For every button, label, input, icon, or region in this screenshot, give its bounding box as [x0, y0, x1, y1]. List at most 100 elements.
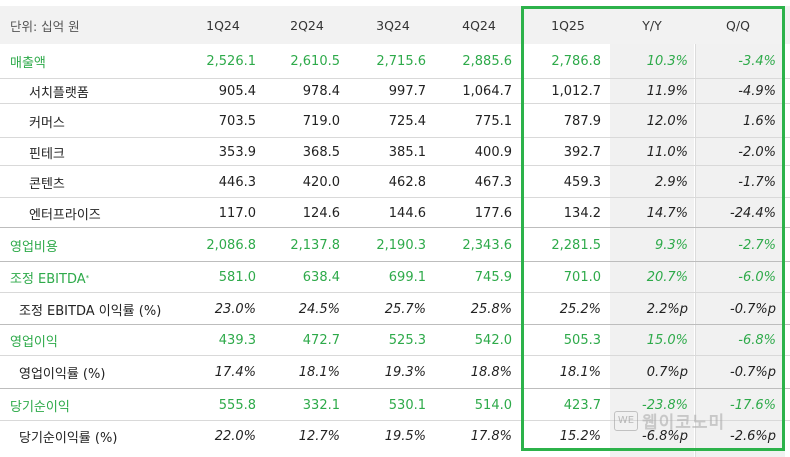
column-divider — [695, 44, 696, 457]
cell-1q24: 353.9 — [218, 144, 256, 160]
cell-2q24: 124.6 — [302, 205, 340, 221]
row-divider — [0, 197, 790, 198]
row-label: 엔터프라이즈 — [29, 198, 101, 228]
row-label-text: 엔터프라이즈 — [29, 207, 101, 223]
cell-4q24: 745.9 — [474, 270, 512, 285]
row-label: 영업이익률 (%) — [19, 356, 105, 389]
cell-2q24: 368.5 — [302, 144, 340, 160]
table-row: 당기순이익 555.8 332.1 530.1 514.0 423.7 -23.8% -17.… — [0, 389, 790, 421]
row-label: 영업비용 — [10, 228, 58, 262]
row-label-text: 영업이익 — [10, 335, 58, 350]
cell-1q25: 2,281.5 — [551, 237, 601, 253]
cell-yy: 20.7% — [646, 270, 688, 285]
cell-2q24: 12.7% — [298, 429, 340, 444]
row-label-text: 커머스 — [29, 115, 65, 131]
row-divider — [0, 78, 790, 79]
cell-yy: 0.7%p — [646, 365, 688, 380]
col-header-1q25: 1Q25 — [551, 17, 585, 33]
cell-3q24: 144.6 — [388, 205, 426, 221]
cell-2q24: 719.0 — [302, 113, 340, 129]
table-row: 서치플랫폼 905.4 978.4 997.7 1,064.7 1,012.7 11.9% -… — [0, 79, 790, 104]
row-divider — [0, 420, 790, 421]
cell-qq: 1.6% — [742, 113, 776, 129]
row-divider — [0, 103, 790, 104]
table-row: 콘텐츠 446.3 420.0 462.8 467.3 459.3 2.9% -1.7% — [0, 166, 790, 198]
row-label: 당기순이익률 (%) — [19, 421, 117, 452]
cell-yy: 10.3% — [646, 54, 688, 69]
cell-yy: 15.0% — [646, 333, 688, 348]
cell-1q25: 25.2% — [559, 301, 601, 317]
row-label-text: 조정 EBITDA 이익률 (%) — [19, 303, 162, 319]
cell-1q25: 134.2 — [563, 205, 601, 221]
cell-3q24: 385.1 — [388, 144, 426, 160]
cell-qq: -24.4% — [730, 205, 776, 221]
cell-2q24: 332.1 — [302, 397, 340, 413]
row-label: 조정 EBITDA * — [10, 262, 89, 293]
row-label: 당기순이익 — [10, 389, 70, 421]
row-divider — [0, 261, 790, 262]
cell-qq: -0.7%p — [730, 365, 776, 380]
cell-2q24: 638.4 — [302, 270, 340, 285]
cell-1q24: 2,086.8 — [206, 237, 256, 253]
table-row: 영업이익 439.3 472.7 525.3 542.0 505.3 15.0% -6.8% — [0, 325, 790, 356]
cell-4q24: 17.8% — [470, 429, 512, 444]
cell-qq: -1.7% — [738, 174, 776, 190]
cell-qq: -4.9% — [738, 84, 776, 99]
row-label-text: 영업이익률 (%) — [19, 367, 106, 382]
table-row: 당기순이익률 (%) 22.0% 12.7% 19.5% 17.8% 15.2% -6.8%… — [0, 421, 790, 452]
cell-yy: -6.8%p — [642, 429, 688, 444]
cell-3q24: 25.7% — [384, 301, 426, 317]
cell-3q24: 462.8 — [388, 174, 426, 190]
cell-3q24: 530.1 — [388, 397, 426, 413]
cell-4q24: 542.0 — [474, 333, 512, 348]
cell-4q24: 514.0 — [474, 397, 512, 413]
cell-4q24: 1,064.7 — [462, 84, 512, 99]
cell-qq: -2.0% — [738, 144, 776, 160]
cell-4q24: 18.8% — [470, 365, 512, 380]
watermark-badge: WE — [614, 410, 638, 431]
col-header-3q24: 3Q24 — [376, 17, 410, 33]
row-label: 매출액 — [10, 44, 46, 79]
cell-2q24: 472.7 — [302, 333, 340, 348]
table-row: 엔터프라이즈 117.0 124.6 144.6 177.6 134.2 14.7% -24.… — [0, 198, 790, 228]
row-label-text: 매출액 — [10, 56, 46, 71]
cell-yy: 2.2%p — [646, 301, 688, 317]
row-label-text: 콘텐츠 — [29, 176, 65, 192]
cell-4q24: 177.6 — [474, 205, 512, 221]
cell-3q24: 2,715.6 — [376, 54, 426, 69]
cell-4q24: 25.8% — [470, 301, 512, 317]
cell-yy: 9.3% — [654, 237, 688, 253]
cell-4q24: 2,885.6 — [462, 54, 512, 69]
row-label-text: 당기순이익률 (%) — [19, 431, 118, 446]
col-header-qq: Q/Q — [726, 17, 750, 33]
watermark: WE 웹이코노미 — [614, 408, 725, 433]
row-label-text: 영업비용 — [10, 239, 58, 255]
cell-1q24: 581.0 — [218, 270, 256, 285]
row-label-text: 조정 EBITDA — [10, 272, 86, 287]
cell-3q24: 699.1 — [388, 270, 426, 285]
col-header-2q24: 2Q24 — [290, 17, 324, 33]
row-label: 영업이익 — [10, 325, 58, 356]
unit-label: 단위: 십억 원 — [10, 18, 80, 34]
row-label: 커머스 — [29, 104, 65, 138]
col-header-yy: Y/Y — [642, 17, 662, 33]
cell-qq: -2.7% — [738, 237, 776, 253]
cell-2q24: 2,610.5 — [290, 54, 340, 69]
cell-1q25: 1,012.7 — [551, 84, 601, 99]
highlight-box — [521, 6, 785, 451]
row-divider — [0, 324, 790, 325]
cell-3q24: 725.4 — [388, 113, 426, 129]
cell-1q25: 15.2% — [559, 429, 601, 444]
watermark-text: 웹이코노미 — [642, 413, 726, 433]
row-label: 조정 EBITDA 이익률 (%) — [19, 293, 161, 325]
cell-1q25: 787.9 — [563, 113, 601, 129]
row-divider — [0, 165, 790, 166]
cell-qq: -6.8% — [738, 333, 776, 348]
cell-1q24: 22.0% — [214, 429, 256, 444]
table-row: 영업비용 2,086.8 2,137.8 2,190.3 2,343.6 2,281.5 9… — [0, 228, 790, 262]
cell-3q24: 997.7 — [388, 84, 426, 99]
cell-1q25: 18.1% — [559, 365, 601, 380]
cell-qq: -6.0% — [738, 270, 776, 285]
cell-yy: -23.8% — [642, 397, 688, 413]
cell-1q25: 459.3 — [563, 174, 601, 190]
